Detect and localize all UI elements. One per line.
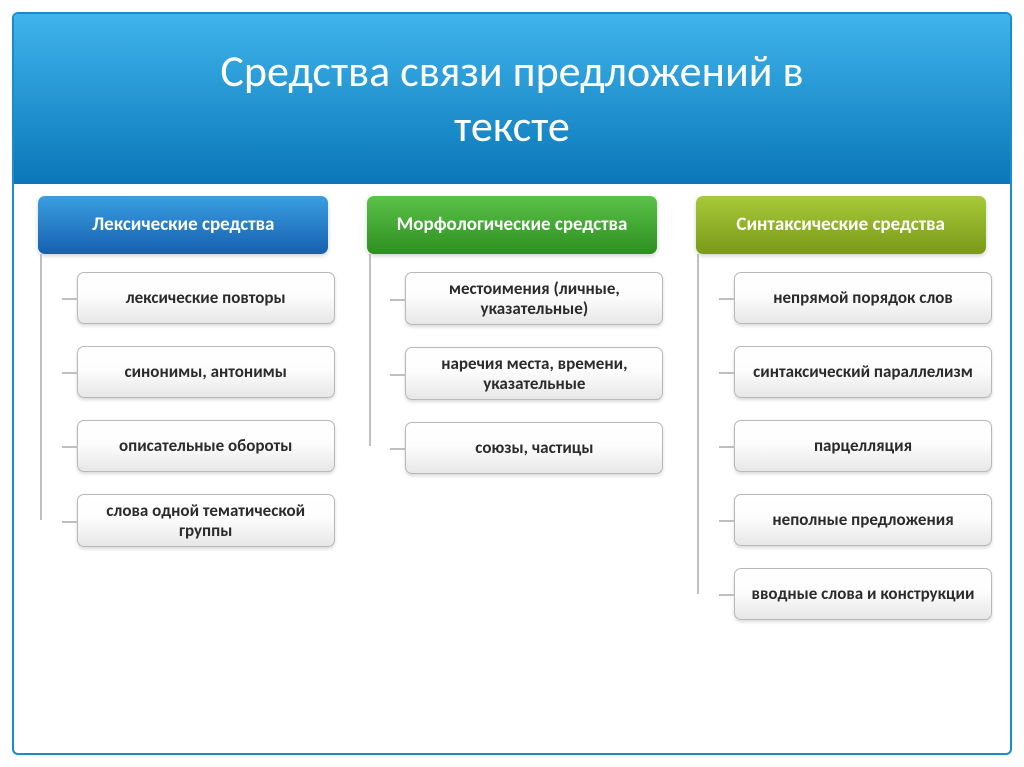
item-2-2: парцелляция [734,420,992,472]
diagram-title: Средства связи предложений в тексте [14,14,1010,184]
connector-h-0-1 [62,372,78,374]
diagram-frame: Средства связи предложений в тексте Лекс… [12,12,1012,755]
item-2-3: неполные предложения [734,494,992,546]
connector-h-2-1 [719,372,735,374]
title-line-1: Средства связи предложений в [220,44,803,99]
connector-h-2-4 [719,594,735,596]
connector-h-1-2 [390,448,406,450]
connector-h-1-0 [390,299,406,301]
column-2: Синтаксические средстванепрямой порядок … [681,196,1000,620]
items-wrap-1: местоимения (личные, указательные) наречи… [353,254,672,474]
connector-h-0-2 [62,446,78,448]
title-line-2: тексте [454,99,570,154]
items-wrap-2: непрямой порядок слов синтаксический пара… [681,254,1000,620]
item-0-2: описательные обороты [77,420,335,472]
items-wrap-0: лексические повторы синонимы, антонимы опи… [24,254,343,547]
item-0-3: слова одной тематической группы [77,494,335,547]
column-header-0: Лексические средства [38,196,328,254]
connector-h-2-2 [719,446,735,448]
item-1-1: наречия места, времени, указательные [405,347,663,400]
connector-h-0-0 [62,298,78,300]
connector-vline-1 [369,254,371,446]
column-header-2: Синтаксические средства [696,196,986,254]
item-1-2: союзы, частицы [405,422,663,474]
connector-h-2-3 [719,520,735,522]
item-2-1: синтаксический параллелизм [734,346,992,398]
item-2-0: непрямой порядок слов [734,272,992,324]
item-0-1: синонимы, антонимы [77,346,335,398]
item-0-0: лексические повторы [77,272,335,324]
column-0: Лексические средства лексические повторы с… [24,196,343,620]
connector-h-2-0 [719,298,735,300]
connector-vline-2 [697,254,699,594]
columns-container: Лексические средства лексические повторы с… [14,184,1010,630]
column-header-1: Морфологические средства [367,196,657,254]
item-1-0: местоимения (личные, указательные) [405,272,663,325]
connector-h-1-1 [390,374,406,376]
item-2-4: вводные слова и конструкции [734,568,992,620]
connector-vline-0 [40,254,42,520]
column-1: Морфологические средстваместоимения (лич… [353,196,672,620]
connector-h-0-3 [62,521,78,523]
